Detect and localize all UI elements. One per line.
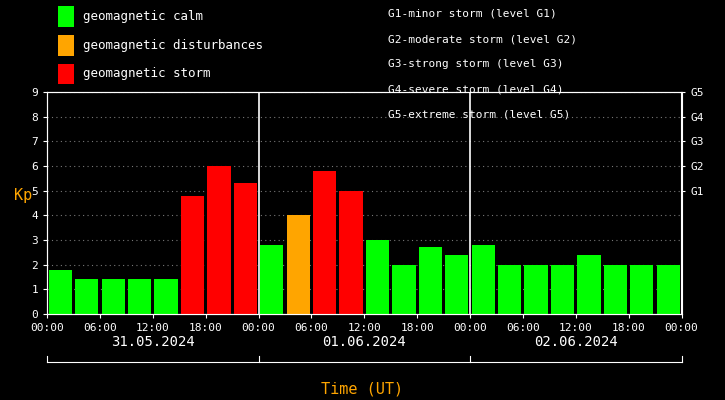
Bar	[498, 265, 521, 314]
Text: geomagnetic disturbances: geomagnetic disturbances	[83, 39, 262, 52]
Bar	[233, 183, 257, 314]
Bar	[339, 191, 362, 314]
Bar	[551, 265, 574, 314]
Text: geomagnetic storm: geomagnetic storm	[83, 68, 210, 80]
Bar	[445, 255, 468, 314]
Bar	[392, 265, 415, 314]
Text: 31.05.2024: 31.05.2024	[111, 335, 195, 349]
Bar	[313, 171, 336, 314]
Bar	[524, 265, 548, 314]
Text: G3-strong storm (level G3): G3-strong storm (level G3)	[388, 59, 563, 69]
Bar	[128, 280, 152, 314]
Bar	[260, 245, 283, 314]
Bar	[75, 280, 99, 314]
Bar	[419, 247, 442, 314]
Y-axis label: Kp: Kp	[14, 188, 32, 203]
Bar	[49, 270, 72, 314]
Bar	[472, 245, 495, 314]
Bar	[604, 265, 627, 314]
Text: 02.06.2024: 02.06.2024	[534, 335, 618, 349]
Text: G1-minor storm (level G1): G1-minor storm (level G1)	[388, 9, 557, 19]
Bar	[657, 265, 680, 314]
Bar	[207, 166, 231, 314]
Text: G2-moderate storm (level G2): G2-moderate storm (level G2)	[388, 34, 577, 44]
Text: G5-extreme storm (level G5): G5-extreme storm (level G5)	[388, 110, 570, 120]
Text: geomagnetic calm: geomagnetic calm	[83, 10, 203, 23]
Bar	[630, 265, 653, 314]
Bar	[577, 255, 600, 314]
Bar	[181, 196, 204, 314]
Bar	[286, 215, 310, 314]
Bar	[366, 240, 389, 314]
Bar	[102, 280, 125, 314]
Bar	[154, 280, 178, 314]
Text: G4-severe storm (level G4): G4-severe storm (level G4)	[388, 84, 563, 94]
Text: 01.06.2024: 01.06.2024	[323, 335, 406, 349]
Text: Time (UT): Time (UT)	[321, 381, 404, 396]
